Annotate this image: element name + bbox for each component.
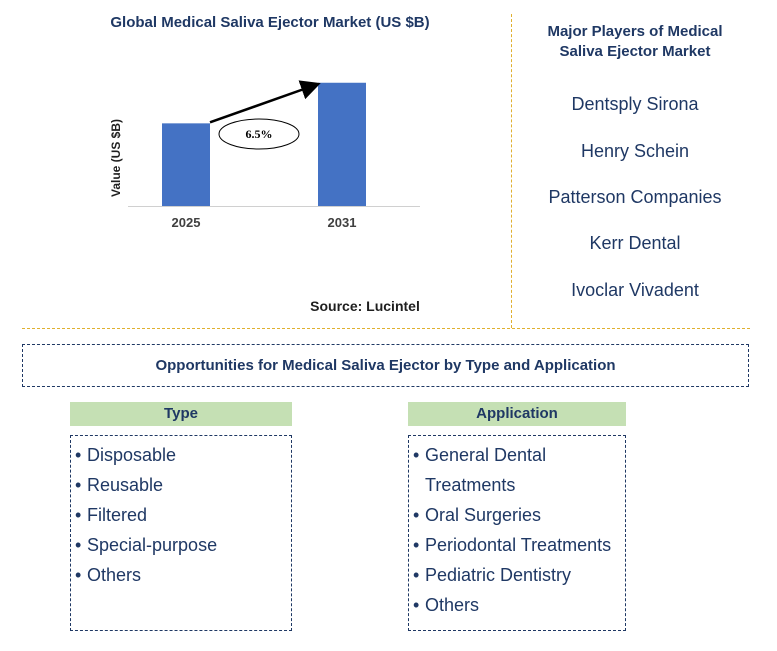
application-item: • Periodontal Treatments: [413, 535, 612, 555]
bar-chart: 2025 2031 Value (US $B) 6.5%: [109, 80, 420, 230]
player-item: Dentsply Sirona: [571, 94, 699, 114]
players-title: Major Players of Medical Saliva Ejector …: [547, 23, 723, 60]
player-item: Kerr Dental: [589, 233, 681, 253]
bar-2025: [162, 123, 210, 206]
type-item: • Others: [75, 565, 142, 585]
type-item: • Disposable: [75, 445, 177, 465]
type-item: • Reusable: [75, 475, 164, 495]
cagr-bubble: [218, 118, 300, 150]
type-list: • Disposable • Reusable • Filtered • Special…: [70, 435, 292, 631]
application-item: • Oral Surgeries: [413, 505, 542, 525]
application-item: • General Dental: [413, 445, 547, 465]
application-header: Application: [408, 402, 626, 426]
application-item: • Pediatric Dentistry: [413, 565, 572, 585]
player-item: Ivoclar Vivadent: [571, 280, 699, 300]
chart-title: Global Medical Saliva Ejector Market (US…: [110, 14, 430, 31]
player-item: Henry Schein: [580, 141, 690, 161]
type-item: • Filtered: [75, 505, 148, 525]
source-label: Source: Lucintel: [310, 298, 420, 314]
player-item: Patterson Companies: [548, 187, 722, 207]
vertical-divider: [511, 14, 512, 328]
type-item: • Special-purpose: [75, 535, 218, 555]
cagr-label: 6.5%: [246, 127, 273, 141]
application-item: • Others: [413, 595, 480, 615]
type-header: Type: [70, 402, 292, 426]
horizontal-divider: [22, 328, 750, 329]
application-list: • General Dental Treatments • Oral Surgeri…: [408, 435, 626, 631]
bar-2031: [318, 82, 366, 206]
y-axis-label: Value (US $B): [109, 119, 123, 197]
x-tick-label: 2025: [172, 215, 201, 230]
x-tick-label: 2031: [328, 215, 357, 230]
growth-arrow: [209, 80, 321, 124]
application-item-continuation: Treatments: [425, 475, 516, 495]
opportunities-title: Opportunities for Medical Saliva Ejector…: [22, 344, 749, 387]
